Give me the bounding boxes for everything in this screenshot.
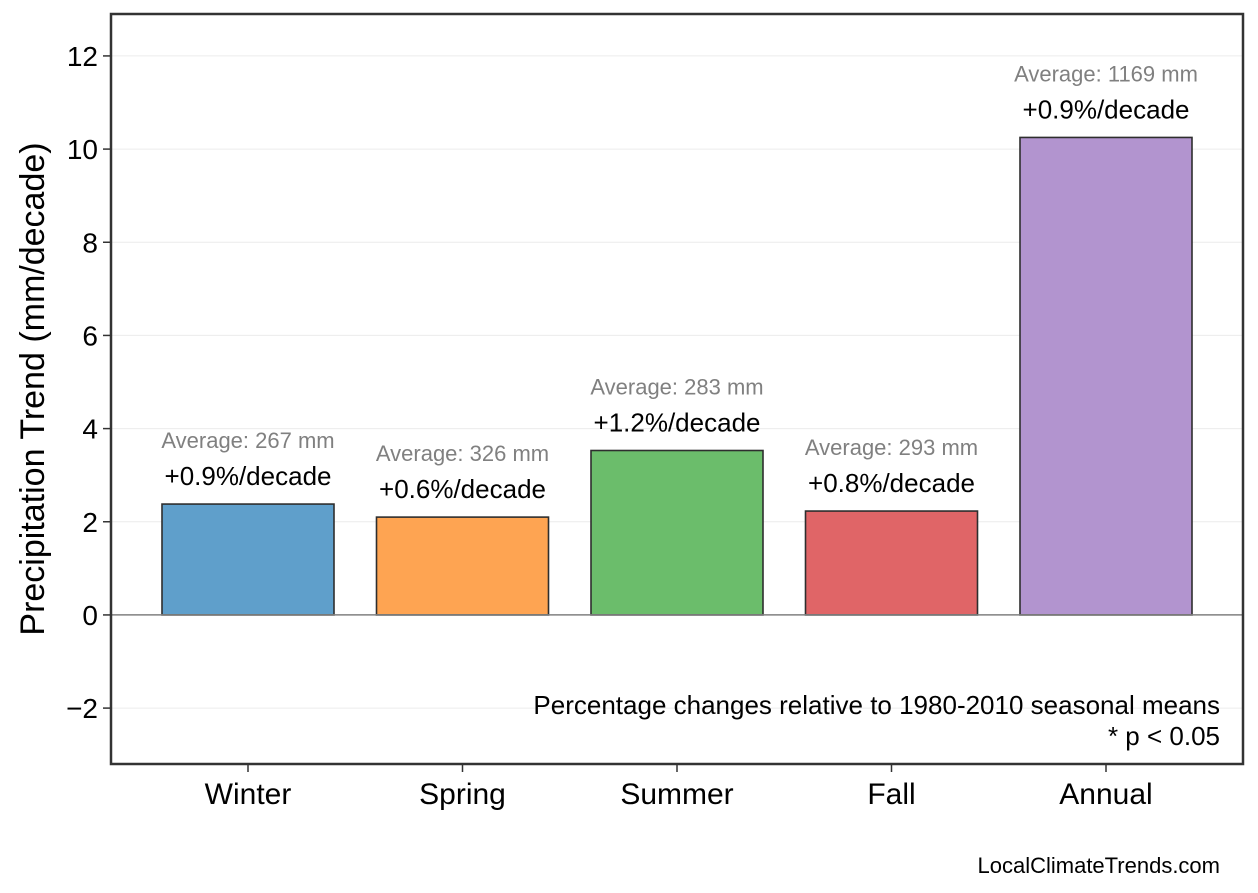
note-significance: * p < 0.05 xyxy=(1108,721,1220,751)
bars xyxy=(161,136,1193,616)
y-tick-label: 6 xyxy=(82,320,98,351)
percent-label-summer: +1.2%/decade xyxy=(594,407,761,437)
x-tick-label-summer: Summer xyxy=(620,778,733,811)
percent-label-winter: +0.9%/decade xyxy=(165,461,332,491)
percent-label-fall: +0.8%/decade xyxy=(808,468,975,498)
note-percentage-basis: Percentage changes relative to 1980-2010… xyxy=(533,690,1220,720)
plot-frame xyxy=(109,12,1245,766)
bar-spring xyxy=(375,516,550,616)
x-tick-label-spring: Spring xyxy=(419,778,506,811)
y-axis-label: Precipitation Trend (mm/decade) xyxy=(14,142,52,635)
y-tick-label: 12 xyxy=(67,41,98,72)
y-tick-label: 4 xyxy=(82,414,98,445)
y-axis-ticks: −2 0 2 4 6 8 10 12 xyxy=(66,41,111,724)
x-axis-ticks: Winter Spring Summer Fall Annual xyxy=(205,764,1153,811)
y-tick-label: 10 xyxy=(67,134,98,165)
y-tick-label: 0 xyxy=(82,600,98,631)
x-tick-label-winter: Winter xyxy=(205,778,292,811)
bar-fall xyxy=(804,510,979,616)
average-label-spring: Average: 326 mm xyxy=(376,441,549,466)
average-label-winter: Average: 267 mm xyxy=(161,428,334,453)
average-label-annual: Average: 1169 mm xyxy=(1014,61,1198,86)
bar-annotations: +0.9%/decade Average: 267 mm +0.6%/decade A… xyxy=(161,61,1198,504)
average-label-summer: Average: 283 mm xyxy=(590,374,763,399)
bar-annual xyxy=(1019,136,1193,616)
x-tick-label-fall: Fall xyxy=(867,778,915,811)
y-tick-label: −2 xyxy=(66,693,98,724)
source-credit: LocalClimateTrends.com xyxy=(978,853,1221,878)
y-tick-label: 8 xyxy=(82,227,98,258)
average-label-fall: Average: 293 mm xyxy=(805,435,978,460)
percent-label-annual: +0.9%/decade xyxy=(1023,94,1190,124)
bar-winter xyxy=(161,503,335,616)
percent-label-spring: +0.6%/decade xyxy=(379,474,546,504)
y-tick-label: 2 xyxy=(82,507,98,538)
x-tick-label-annual: Annual xyxy=(1059,778,1152,811)
bar-summer xyxy=(590,449,764,616)
